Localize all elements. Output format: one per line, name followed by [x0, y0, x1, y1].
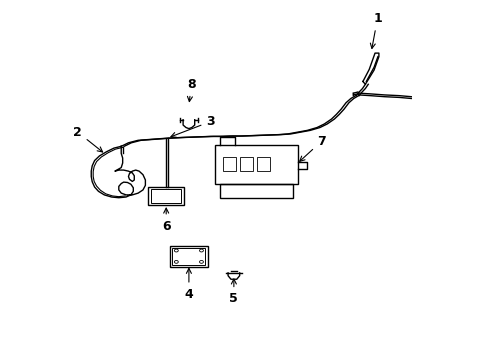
- Bar: [220, 184, 292, 198]
- Bar: [215, 145, 297, 184]
- Bar: [256, 157, 269, 171]
- Bar: [223, 157, 236, 171]
- Bar: [239, 157, 253, 171]
- Text: 6: 6: [162, 208, 170, 233]
- Text: 2: 2: [73, 126, 102, 152]
- Bar: [169, 246, 208, 267]
- Text: 1: 1: [369, 12, 381, 49]
- Text: 4: 4: [184, 269, 193, 301]
- Text: 8: 8: [186, 78, 195, 102]
- Bar: [147, 187, 183, 205]
- Bar: [150, 189, 181, 203]
- Text: 3: 3: [171, 115, 215, 137]
- Text: 7: 7: [299, 135, 325, 161]
- Bar: [172, 248, 205, 265]
- Text: 5: 5: [229, 279, 238, 305]
